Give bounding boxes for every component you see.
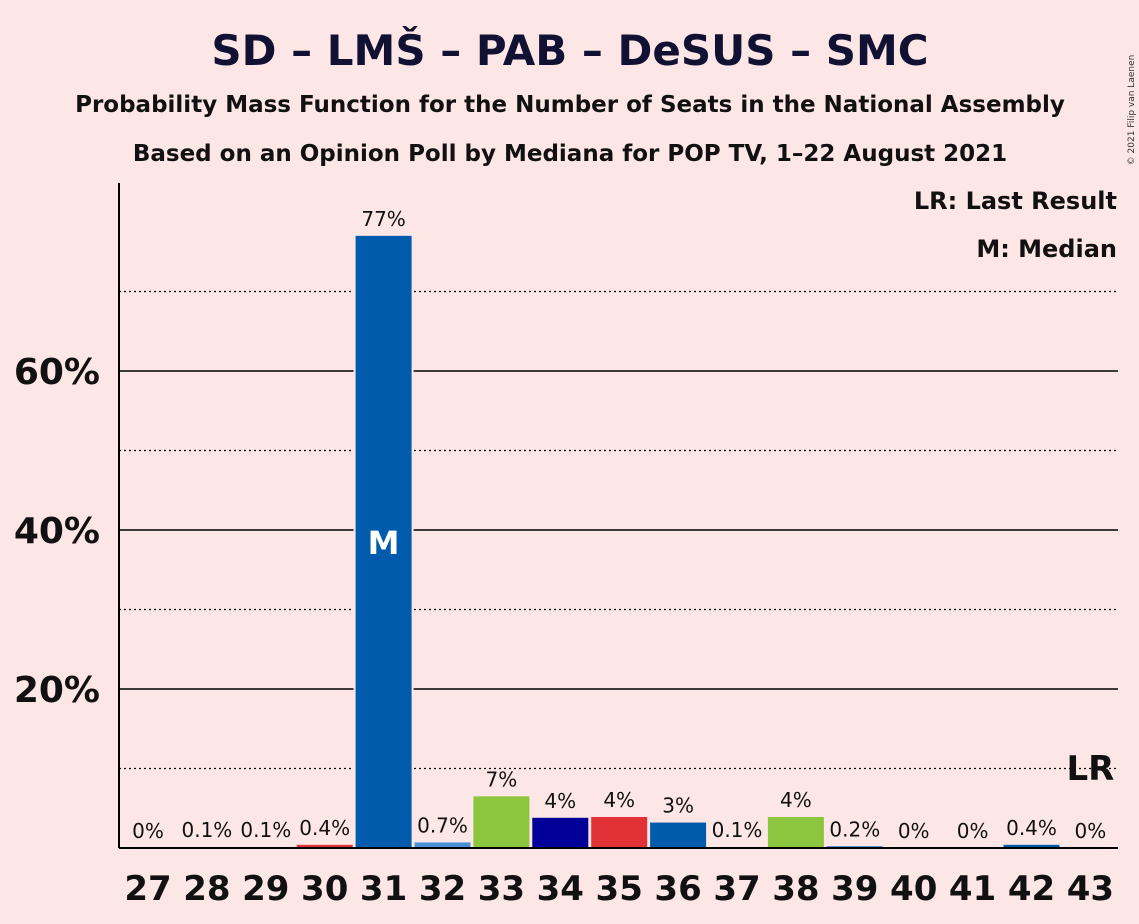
chart-title: SD – LMŠ – PAB – DeSUS – SMC bbox=[211, 25, 928, 75]
x-tick-label: 42 bbox=[1008, 869, 1055, 909]
x-tick-label: 27 bbox=[124, 869, 171, 909]
data-label: 0% bbox=[898, 819, 930, 843]
data-label: 77% bbox=[361, 207, 405, 231]
bar bbox=[591, 816, 648, 848]
last-result-marker: LR bbox=[1066, 749, 1114, 789]
copyright-note: © 2021 Filip van Laenen bbox=[1127, 55, 1137, 166]
x-tick-label: 38 bbox=[772, 869, 819, 909]
bar bbox=[473, 796, 530, 848]
data-label: 4% bbox=[544, 789, 576, 813]
median-marker: M bbox=[368, 524, 400, 562]
x-tick-label: 35 bbox=[596, 869, 643, 909]
bar-gap bbox=[824, 844, 885, 848]
bar-gap bbox=[235, 845, 296, 848]
data-label: 0.1% bbox=[712, 818, 763, 842]
x-tick-label: 37 bbox=[713, 869, 760, 909]
x-tick-label: 40 bbox=[890, 869, 937, 909]
chart-subtitle: Probability Mass Function for the Number… bbox=[75, 92, 1065, 118]
bar bbox=[532, 817, 589, 848]
bar-gap bbox=[176, 845, 237, 848]
x-tick-label: 28 bbox=[183, 869, 230, 909]
data-label: 7% bbox=[486, 767, 518, 791]
data-label: 0.7% bbox=[417, 813, 468, 837]
x-tick-label: 41 bbox=[949, 869, 996, 909]
y-tick-label: 20% bbox=[14, 670, 100, 711]
bar bbox=[767, 816, 824, 848]
data-label: 0.1% bbox=[240, 818, 291, 842]
legend-last-result: LR: Last Result bbox=[914, 187, 1117, 215]
bar bbox=[1003, 844, 1060, 848]
y-axis-ticks: 20% 40% 60% bbox=[14, 352, 100, 711]
y-tick-label: 40% bbox=[14, 511, 100, 552]
legend-median: M: Median bbox=[976, 235, 1117, 263]
chart-subtitle-source: Based on an Opinion Poll by Mediana for … bbox=[133, 141, 1007, 167]
data-label: 0.2% bbox=[829, 817, 880, 841]
data-label: 0% bbox=[1075, 819, 1107, 843]
data-label: 0.4% bbox=[299, 816, 350, 840]
bar bbox=[414, 842, 471, 848]
x-tick-label: 33 bbox=[478, 869, 525, 909]
x-tick-label: 32 bbox=[419, 869, 466, 909]
x-tick-label: 31 bbox=[360, 869, 407, 909]
x-tick-label: 30 bbox=[301, 869, 348, 909]
x-tick-label: 43 bbox=[1067, 869, 1114, 909]
x-axis-ticks: 27 28 29 30 31 32 33 34 35 36 37 38 39 40 41 42 43 bbox=[124, 869, 1114, 909]
data-label: 4% bbox=[780, 788, 812, 812]
bars: 0% 0.1% 0.1% 0.4% 77% M 0.7% 7% 4% 4% 3% 0.1% 4% 0.2%… bbox=[132, 207, 1114, 849]
data-label: 0% bbox=[132, 819, 164, 843]
data-label: 0.4% bbox=[1006, 816, 1057, 840]
bar bbox=[650, 822, 707, 848]
x-tick-label: 36 bbox=[654, 869, 701, 909]
data-label: 4% bbox=[603, 788, 635, 812]
x-tick-label: 34 bbox=[537, 869, 584, 909]
bar-gap bbox=[707, 845, 767, 848]
x-tick-label: 29 bbox=[242, 869, 289, 909]
x-tick-label: 39 bbox=[831, 869, 878, 909]
bar bbox=[355, 235, 412, 849]
y-tick-label: 60% bbox=[14, 352, 100, 393]
gridlines bbox=[119, 290, 1118, 770]
data-label: 0% bbox=[957, 819, 989, 843]
data-label: 0.1% bbox=[181, 818, 232, 842]
bar bbox=[296, 844, 353, 848]
data-label: 3% bbox=[662, 794, 694, 818]
